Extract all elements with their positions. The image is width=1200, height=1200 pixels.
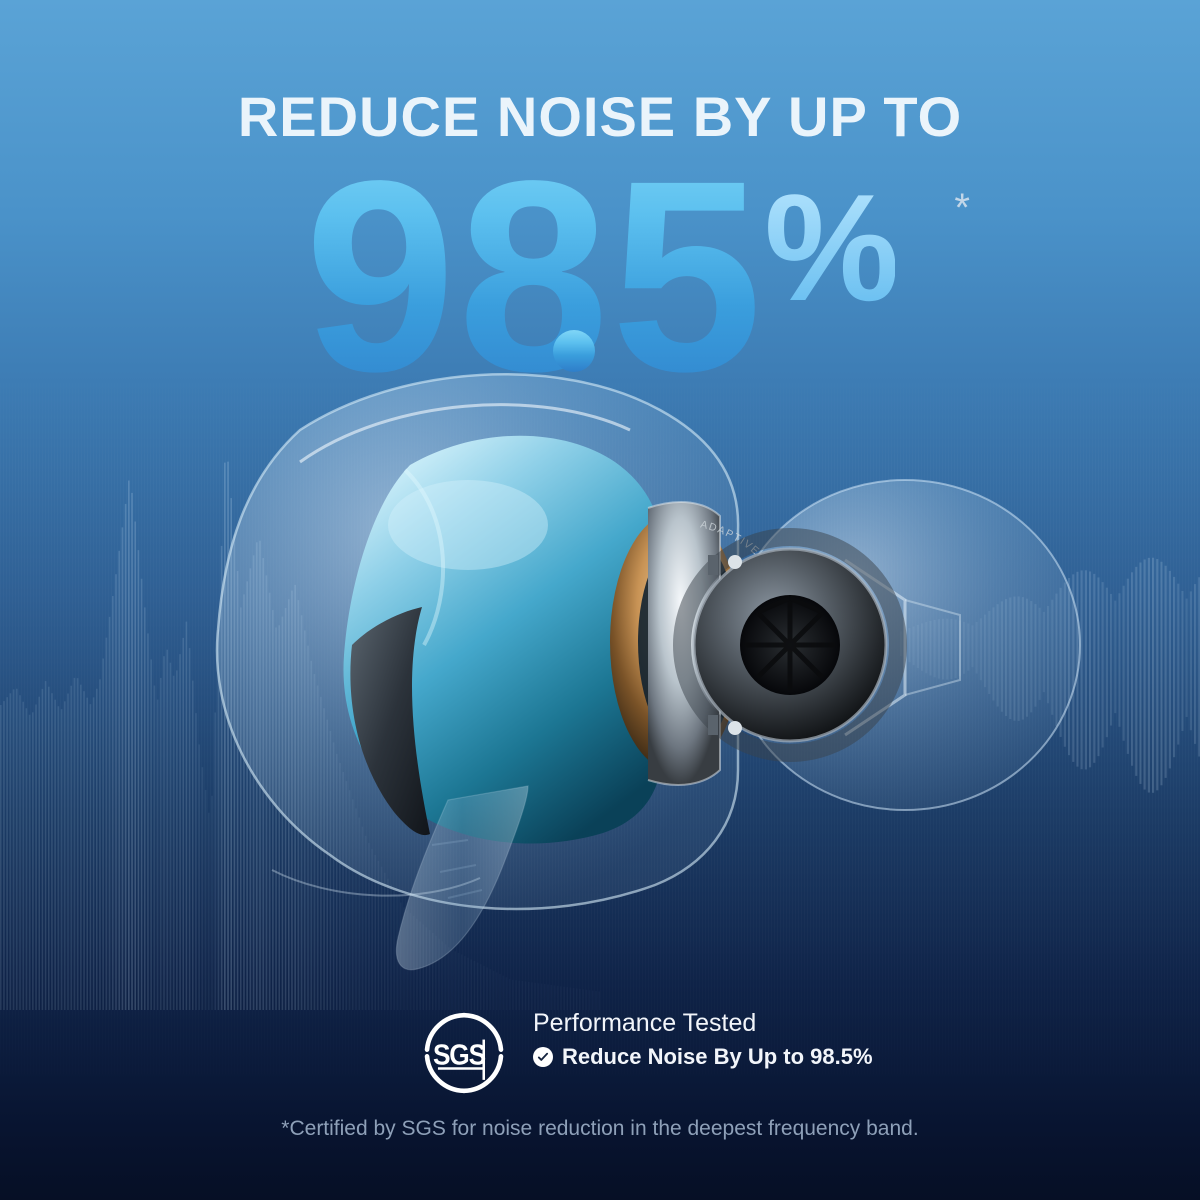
svg-text:SGS: SGS [433, 1039, 486, 1071]
